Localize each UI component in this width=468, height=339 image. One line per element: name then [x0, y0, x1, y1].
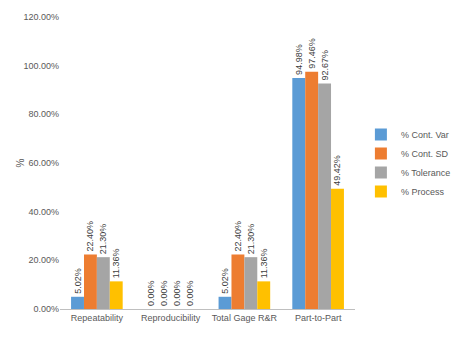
svg-text:49.42%: 49.42%	[332, 155, 342, 186]
svg-text:21.30%: 21.30%	[246, 224, 256, 255]
svg-text:40.00%: 40.00%	[28, 207, 59, 217]
svg-text:% Process: % Process	[401, 187, 445, 197]
svg-text:0.00%: 0.00%	[33, 304, 59, 314]
svg-text:11.36%: 11.36%	[111, 249, 121, 279]
svg-text:120.00%: 120.00%	[23, 12, 59, 22]
svg-text:20.00%: 20.00%	[28, 255, 59, 265]
svg-text:0.00%: 0.00%	[172, 280, 182, 306]
svg-text:94.98%: 94.98%	[294, 44, 304, 75]
svg-text:22.40%: 22.40%	[233, 221, 243, 252]
svg-text:%: %	[15, 158, 26, 167]
svg-text:% Cont. SD: % Cont. SD	[401, 149, 449, 159]
svg-text:60.00%: 60.00%	[28, 158, 59, 168]
svg-text:11.36%: 11.36%	[259, 249, 269, 279]
svg-text:22.40%: 22.40%	[85, 221, 95, 252]
svg-text:Part-to-Part: Part-to-Part	[295, 313, 342, 323]
svg-text:Repeatability: Repeatability	[71, 313, 124, 323]
svg-text:5.02%: 5.02%	[220, 268, 230, 294]
svg-text:0.00%: 0.00%	[146, 280, 156, 306]
svg-text:0.00%: 0.00%	[185, 280, 195, 306]
svg-text:100.00%: 100.00%	[23, 61, 59, 71]
svg-text:0.00%: 0.00%	[159, 280, 169, 306]
svg-text:% Tolerance: % Tolerance	[401, 168, 450, 178]
svg-text:92.67%: 92.67%	[320, 50, 330, 81]
svg-text:21.30%: 21.30%	[98, 224, 108, 255]
svg-text:97.46%: 97.46%	[307, 38, 317, 69]
svg-text:5.02%: 5.02%	[73, 268, 83, 294]
svg-text:% Cont. Var: % Cont. Var	[401, 130, 449, 140]
svg-text:80.00%: 80.00%	[28, 109, 59, 119]
svg-text:Reproducibility: Reproducibility	[141, 313, 201, 323]
svg-text:Total Gage R&R: Total Gage R&R	[212, 313, 278, 323]
